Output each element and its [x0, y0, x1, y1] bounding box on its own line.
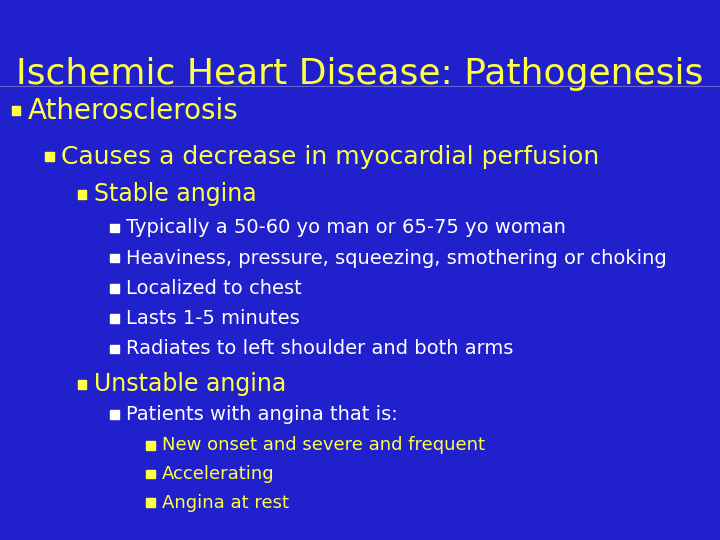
Text: Heaviness, pressure, squeezing, smothering or choking: Heaviness, pressure, squeezing, smotheri… — [126, 248, 667, 268]
Text: Causes a decrease in myocardial perfusion: Causes a decrease in myocardial perfusio… — [61, 145, 600, 168]
Text: Unstable angina: Unstable angina — [94, 373, 286, 396]
Text: Ischemic Heart Disease: Pathogenesis: Ischemic Heart Disease: Pathogenesis — [16, 57, 703, 91]
Bar — [78, 380, 86, 389]
Bar — [12, 106, 20, 115]
Text: Typically a 50-60 yo man or 65-75 yo woman: Typically a 50-60 yo man or 65-75 yo wom… — [126, 218, 566, 238]
Text: Atherosclerosis: Atherosclerosis — [27, 97, 238, 125]
Bar — [78, 190, 86, 199]
Text: Stable angina: Stable angina — [94, 183, 256, 206]
Bar — [146, 441, 155, 450]
Bar — [110, 284, 119, 293]
Bar — [146, 498, 155, 507]
Text: Lasts 1-5 minutes: Lasts 1-5 minutes — [126, 309, 300, 328]
Text: New onset and severe and frequent: New onset and severe and frequent — [162, 436, 485, 455]
Bar — [110, 345, 119, 353]
Text: Localized to chest: Localized to chest — [126, 279, 302, 298]
Text: Angina at rest: Angina at rest — [162, 494, 289, 512]
Bar — [146, 470, 155, 478]
Text: Radiates to left shoulder and both arms: Radiates to left shoulder and both arms — [126, 339, 513, 359]
Bar — [110, 224, 119, 232]
Text: Patients with angina that is:: Patients with angina that is: — [126, 405, 397, 424]
Text: Accelerating: Accelerating — [162, 465, 274, 483]
Bar — [45, 152, 54, 161]
Bar — [110, 254, 119, 262]
Bar — [110, 410, 119, 419]
Bar — [110, 314, 119, 323]
